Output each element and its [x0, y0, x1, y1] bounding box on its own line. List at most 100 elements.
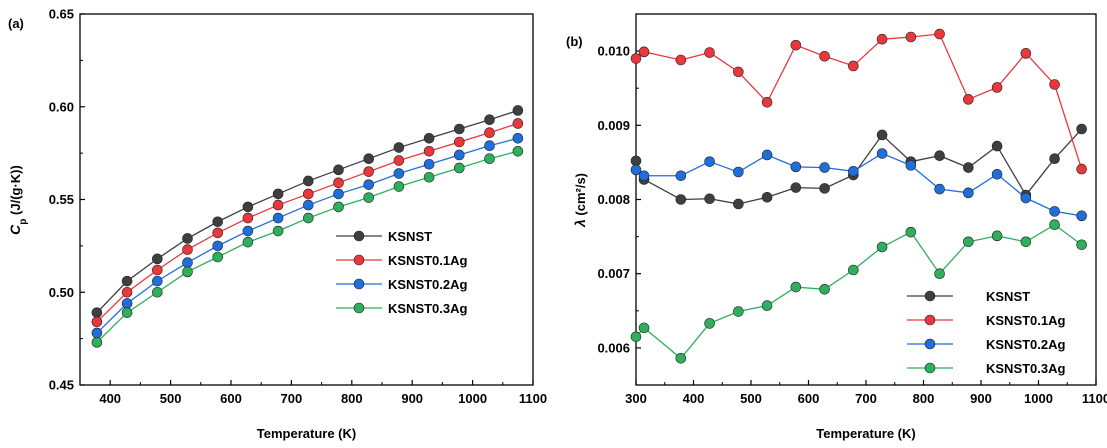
data-point — [272, 225, 284, 237]
legend-entry: KSNST0.1Ag — [336, 253, 468, 268]
data-point — [363, 192, 375, 203]
data-point — [303, 175, 314, 187]
x-tick-label: 400 — [99, 391, 121, 406]
data-point — [212, 216, 224, 228]
series-KSNST — [91, 105, 524, 318]
data-point — [363, 153, 375, 164]
data-point — [876, 241, 888, 253]
data-point — [454, 136, 465, 148]
data-point — [1076, 239, 1087, 251]
data-point — [1020, 236, 1032, 248]
data-point — [761, 96, 773, 108]
data-point — [761, 149, 773, 161]
data-point — [272, 188, 284, 200]
y-axis-label-subscript: p — [18, 219, 29, 225]
chart-panel-b: 300 400 500 600 700 800 900 1000 11000.0060.0070… — [566, 13, 1107, 441]
legend-label: KSNST0.2Ag — [986, 337, 1066, 352]
data-point — [363, 179, 375, 190]
data-point — [182, 233, 193, 244]
x-tick-label: 1100 — [519, 391, 547, 406]
x-tick-label: 600 — [798, 391, 820, 406]
data-point — [790, 182, 802, 193]
data-point — [630, 155, 642, 167]
data-point — [121, 275, 133, 287]
series-KSNST0.1Ag — [91, 118, 524, 328]
data-point — [638, 170, 650, 182]
data-point — [512, 145, 524, 157]
x-axis-label: Temperature (K) — [816, 426, 915, 441]
data-point — [675, 54, 687, 66]
x-axis: 400 500 600 700 800 900 1000 1100 — [99, 380, 547, 406]
x-tick-label: 1100 — [1082, 391, 1107, 406]
y-tick-label: 0.006 — [597, 340, 630, 355]
data-point — [704, 318, 715, 329]
data-point — [704, 47, 715, 58]
data-point — [819, 50, 830, 62]
legend-label: KSNST0.2Ag — [388, 277, 468, 292]
y-axis: 0.45 0.50 0.55 0.60 0.65 — [49, 7, 85, 393]
data-point — [423, 158, 435, 170]
data-point — [934, 183, 945, 195]
data-point — [212, 240, 224, 252]
data-point — [91, 307, 103, 318]
data-point — [242, 212, 254, 224]
data-point — [333, 201, 344, 213]
data-point — [393, 155, 405, 166]
data-point — [242, 201, 254, 213]
data-point — [630, 331, 642, 343]
x-tick-label: 900 — [401, 391, 423, 406]
data-point — [423, 145, 435, 157]
data-point — [121, 286, 133, 298]
legend-marker — [353, 230, 365, 242]
data-point — [152, 286, 163, 298]
data-point — [963, 162, 974, 173]
data-point — [876, 33, 888, 45]
data-point — [454, 162, 465, 174]
data-point — [733, 306, 744, 317]
data-point — [512, 105, 524, 116]
data-point — [905, 31, 917, 43]
x-tick-label: 500 — [160, 391, 182, 406]
data-point — [848, 264, 859, 276]
legend-marker — [924, 290, 936, 302]
data-point — [363, 166, 375, 177]
x-tick-label: 800 — [341, 391, 363, 406]
data-point — [638, 322, 650, 334]
data-point — [1020, 48, 1032, 59]
y-axis-label: Cp (J/(g·K)) — [7, 165, 29, 235]
data-point — [212, 227, 224, 239]
y-tick-label: 0.60 — [49, 99, 74, 114]
legend-entry: KSNST0.3Ag — [907, 361, 1066, 376]
data-point — [905, 226, 917, 238]
y-axis-label-unit: (J/(g·K)) — [8, 165, 23, 218]
y-tick-label: 0.010 — [597, 44, 630, 59]
x-tick-label: 1000 — [458, 391, 487, 406]
data-point — [733, 166, 744, 178]
y-tick-label: 0.50 — [49, 285, 74, 300]
data-point — [272, 199, 284, 211]
data-point — [1076, 210, 1087, 222]
legend-entry: KSNST0.1Ag — [907, 313, 1066, 328]
data-point — [152, 264, 163, 276]
data-point — [1049, 219, 1060, 231]
data-point — [630, 164, 642, 176]
data-point — [91, 327, 103, 339]
data-point — [761, 300, 773, 311]
data-point — [303, 188, 314, 200]
data-point — [393, 181, 405, 192]
series-KSNST0.3Ag — [630, 219, 1087, 364]
legend-label: KSNST0.1Ag — [388, 253, 468, 268]
data-point — [704, 156, 715, 167]
legend-label: KSNST — [388, 229, 432, 244]
data-point — [1049, 79, 1060, 90]
y-tick-label: 0.008 — [597, 192, 630, 207]
legend-entry: KSNST — [907, 289, 1030, 304]
data-point — [905, 160, 917, 171]
data-point — [733, 198, 744, 210]
x-tick-label: 800 — [913, 391, 935, 406]
data-point — [512, 132, 524, 144]
chart-panel-a: 400 500 600 700 800 900 1000 11000.450.500.550.… — [7, 7, 547, 442]
data-point — [638, 46, 650, 58]
data-point — [934, 150, 945, 162]
